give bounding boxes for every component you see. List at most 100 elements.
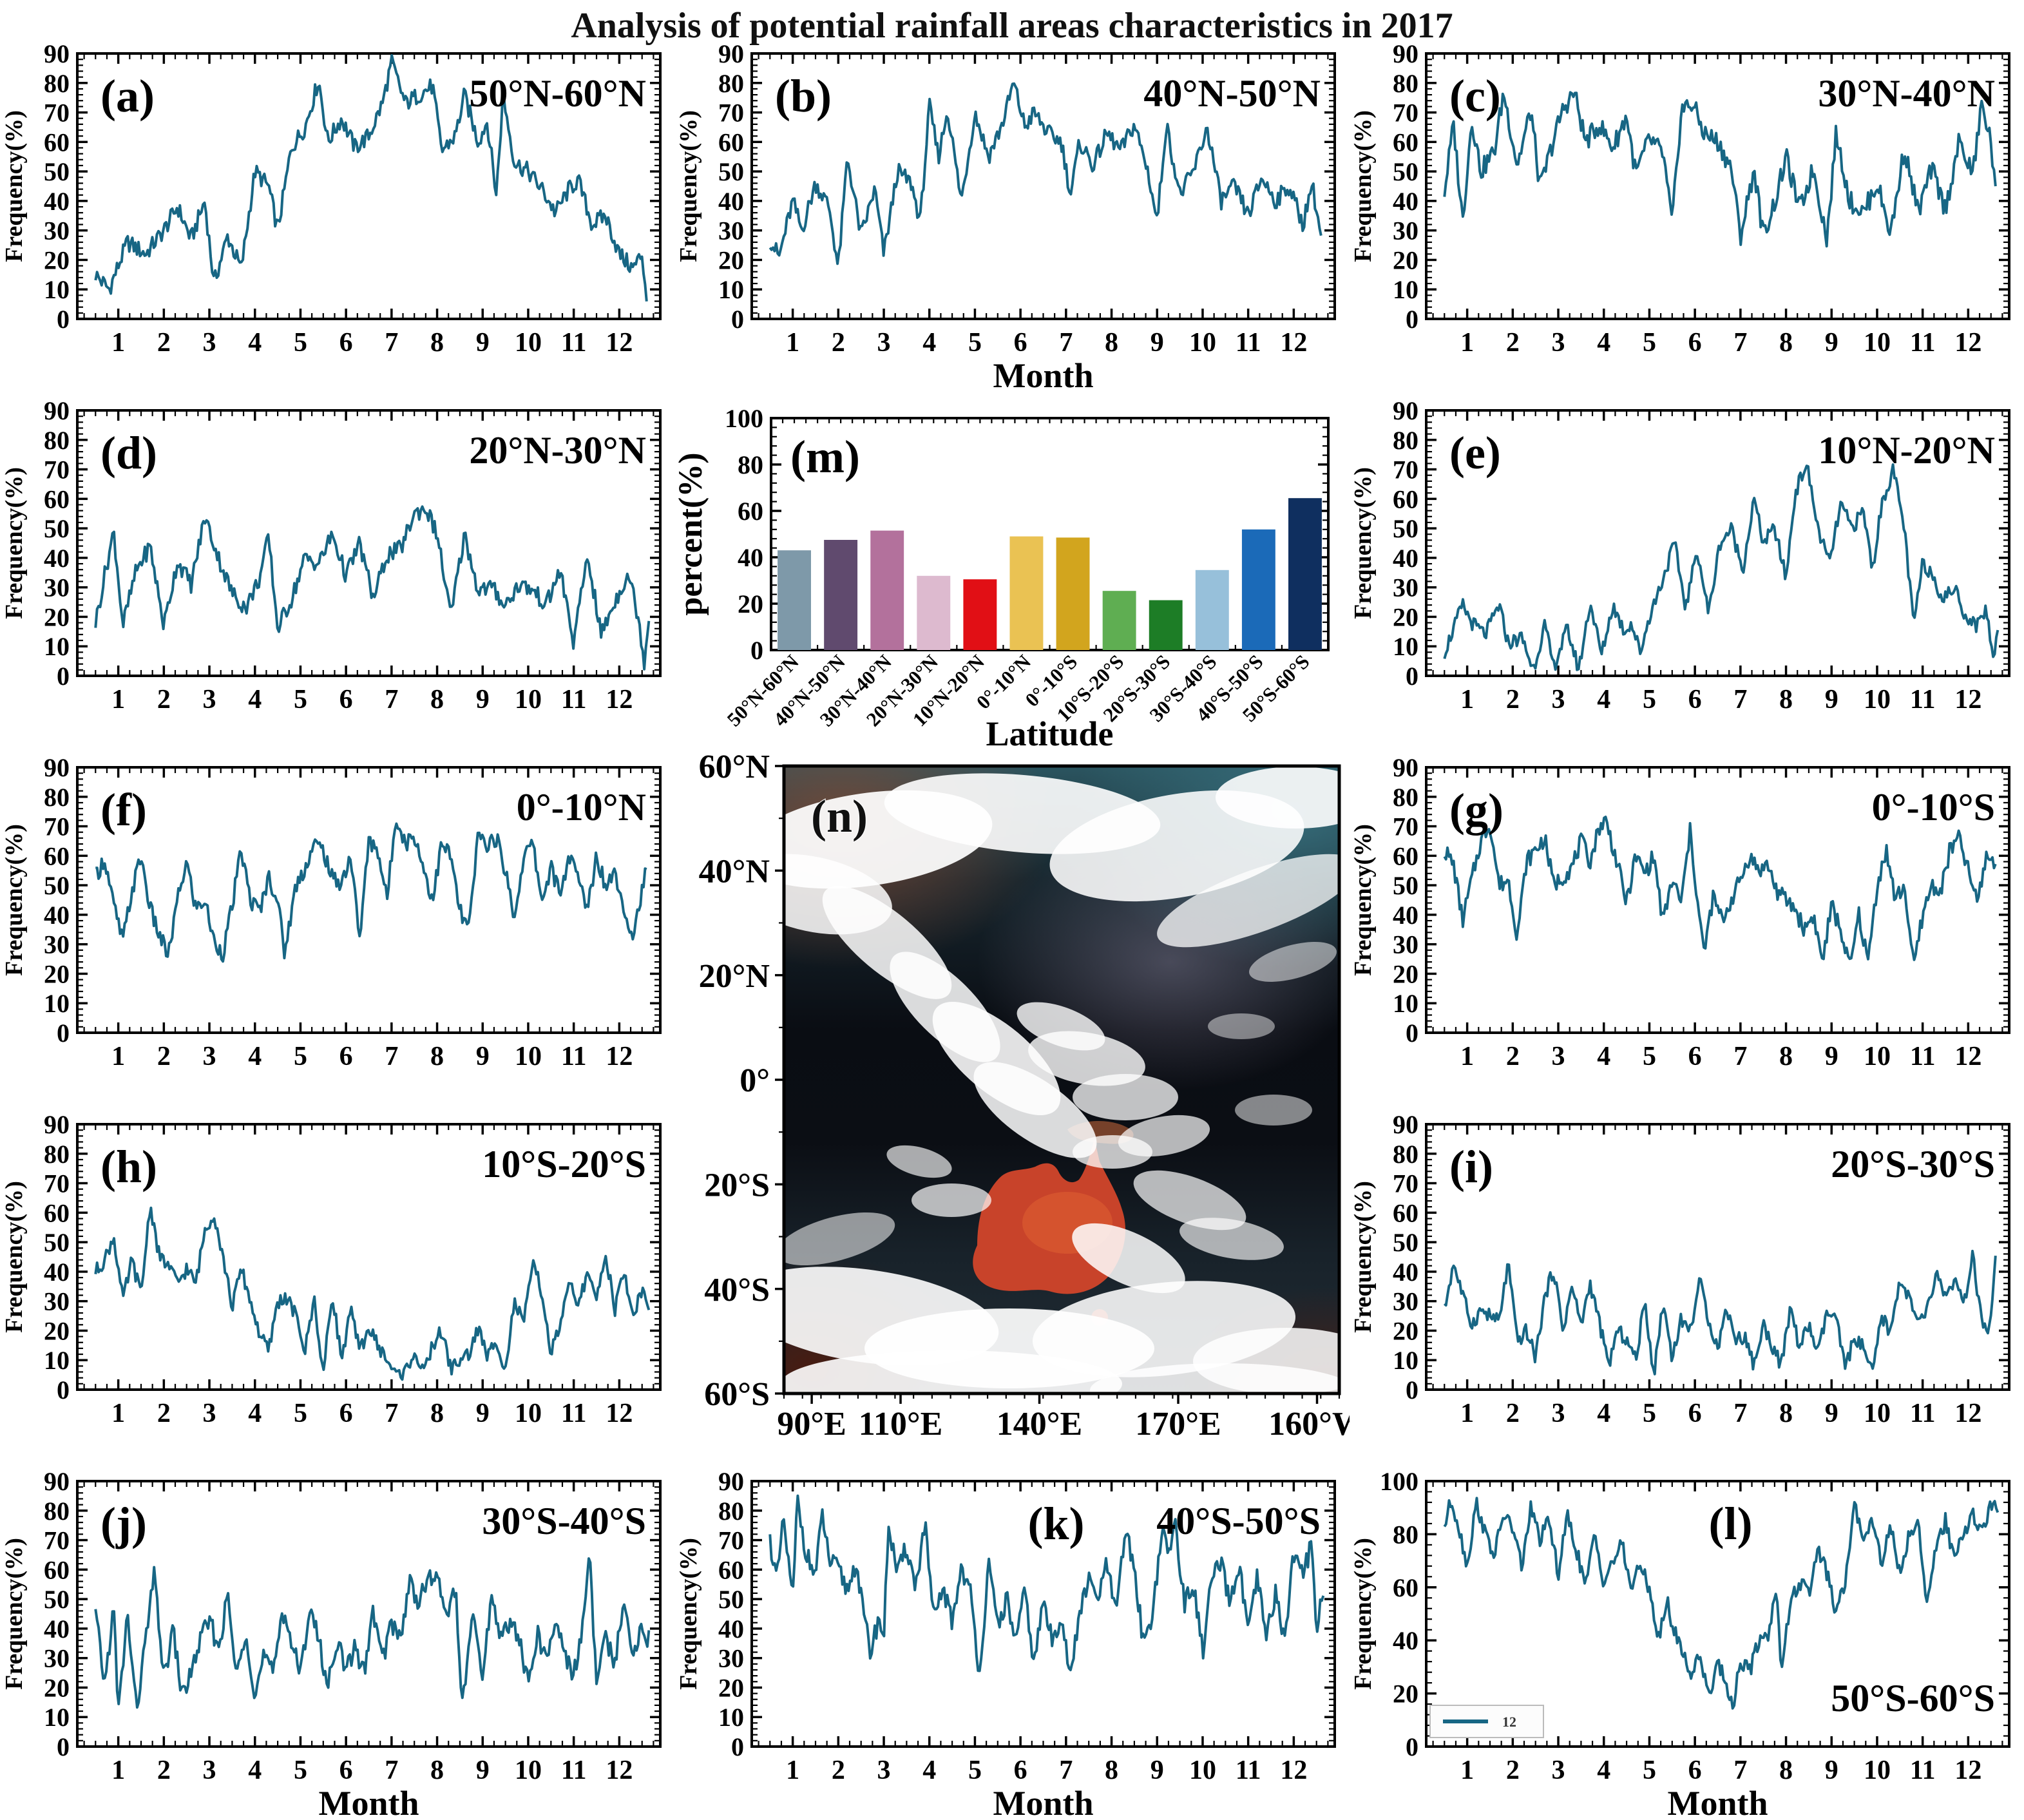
x-tick-label: 1 bbox=[1460, 685, 1474, 714]
frequency-line bbox=[1443, 816, 1997, 961]
panel-k-line-chart: 0 10 20 30 40 50 60 70 80 90 1 2 3 4 5 6 7 8 9 10 11 12 (k) 40°… bbox=[674, 1463, 1350, 1820]
x-tick-label: 4 bbox=[922, 328, 936, 358]
frequency-line bbox=[1443, 1497, 2000, 1710]
x-tick-label: 12 bbox=[1280, 1756, 1307, 1785]
y-tick-label: 70 bbox=[1393, 455, 1418, 484]
x-tick-label: 4 bbox=[1597, 328, 1610, 358]
y-tick-label: 60 bbox=[44, 1198, 70, 1227]
panel-e-line-chart: 0 10 20 30 40 50 60 70 80 90 1 2 3 4 5 6 7 8 9 10 11 12 (e) 10°… bbox=[1349, 392, 2024, 749]
x-tick-label: 9 bbox=[1825, 1042, 1838, 1071]
x-tick-label: 8 bbox=[1779, 685, 1793, 714]
y-tick-label: 90 bbox=[44, 39, 70, 68]
panel-f-line-chart: 0 10 20 30 40 50 60 70 80 90 1 2 3 4 5 6 7 8 9 10 11 12 (f) 0°-… bbox=[0, 749, 675, 1106]
x-tick-label: 6 bbox=[1688, 1042, 1702, 1071]
x-tick-label: 8 bbox=[1105, 1756, 1118, 1785]
x-tick-label: 1 bbox=[786, 328, 799, 358]
y-tick-label: 80 bbox=[1393, 426, 1418, 455]
lat-tick-label: 60°S bbox=[704, 1376, 770, 1413]
x-axis-title: Month bbox=[993, 356, 1093, 392]
x-tick-label: 6 bbox=[339, 1399, 353, 1428]
panel-letter: (f) bbox=[100, 784, 147, 836]
y-axis-title: Frequency(%) bbox=[1, 110, 28, 262]
x-tick-label: 1 bbox=[111, 685, 125, 714]
y-tick-label: 80 bbox=[1393, 69, 1418, 98]
y-tick-label: 60 bbox=[44, 484, 70, 513]
x-tick-label: 11 bbox=[561, 1756, 587, 1785]
lon-tick-label: 90°E bbox=[777, 1406, 846, 1442]
x-tick-label: 5 bbox=[294, 685, 307, 714]
y-tick-label: 50 bbox=[44, 514, 70, 543]
x-tick-label: 8 bbox=[430, 1399, 444, 1428]
x-tick-label: 7 bbox=[385, 1042, 398, 1071]
y-tick-label: 30 bbox=[44, 573, 70, 602]
lat-tick-label: 20°N bbox=[699, 958, 770, 995]
bar-50°S-60°S bbox=[1288, 498, 1322, 650]
y-axis-title: Frequency(%) bbox=[675, 110, 702, 262]
frequency-line bbox=[1443, 91, 1997, 248]
panel-letter: (h) bbox=[100, 1141, 157, 1193]
panel-a-line-chart: 0 10 20 30 40 50 60 70 80 90 1 2 3 4 5 6 7 8 9 10 11 12 (a) 50°… bbox=[0, 35, 675, 392]
x-tick-label: 3 bbox=[203, 1042, 216, 1071]
y-tick-label: 70 bbox=[1393, 99, 1418, 128]
x-tick-label: 10 bbox=[1189, 328, 1216, 358]
y-axis: 0 20 40 60 80 100 bbox=[725, 404, 1328, 665]
y-tick-label: 80 bbox=[738, 450, 763, 479]
x-tick-label: 9 bbox=[1825, 1399, 1838, 1428]
x-axis: 1 2 3 4 5 6 7 8 9 10 11 12 bbox=[83, 53, 654, 358]
x-tick-label: 6 bbox=[1688, 328, 1702, 358]
y-tick-label: 0 bbox=[731, 1732, 744, 1761]
x-tick-label: 10 bbox=[515, 328, 542, 358]
x-tick-label: 9 bbox=[1825, 328, 1838, 358]
y-tick-label: 20 bbox=[718, 1673, 744, 1702]
panel-b-line-chart: 0 10 20 30 40 50 60 70 80 90 1 2 3 4 5 6 7 8 9 10 11 12 (b) 40°… bbox=[674, 35, 1350, 392]
x-tick-label: 12 bbox=[1280, 328, 1307, 358]
frequency-line bbox=[94, 53, 648, 302]
latitude-band-label: 10°S-20°S bbox=[482, 1143, 646, 1185]
y-tick-label: 0 bbox=[1406, 1732, 1418, 1761]
frequency-line bbox=[769, 1494, 1325, 1672]
y-tick-label: 50 bbox=[718, 1585, 744, 1614]
y-tick-label: 90 bbox=[44, 1467, 70, 1496]
panel-letter: (b) bbox=[775, 70, 832, 122]
x-tick-label: 11 bbox=[1236, 1756, 1261, 1785]
x-tick-label: 11 bbox=[1236, 328, 1261, 358]
y-tick-label: 20 bbox=[44, 245, 70, 274]
y-tick-label: 90 bbox=[44, 1110, 70, 1139]
x-tick-label: 1 bbox=[111, 1756, 125, 1785]
latitude-band-label: 40°S-50°S bbox=[1156, 1500, 1321, 1542]
y-tick-label: 70 bbox=[44, 99, 70, 128]
y-tick-label: 50 bbox=[1393, 1228, 1418, 1257]
x-tick-label: 4 bbox=[1597, 1042, 1610, 1071]
panel-c-line-chart: 0 10 20 30 40 50 60 70 80 90 1 2 3 4 5 6 7 8 9 10 11 12 (c) 30°… bbox=[1349, 35, 2024, 392]
x-tick-label: 8 bbox=[430, 1042, 444, 1071]
bar-20°N-30°N bbox=[917, 575, 951, 650]
x-tick-label: 4 bbox=[1597, 685, 1610, 714]
panel-letter: (e) bbox=[1449, 427, 1501, 479]
x-tick-label: 3 bbox=[877, 328, 891, 358]
latitude-band-label: 50°S-60°S bbox=[1831, 1677, 1995, 1719]
x-tick-label: 3 bbox=[203, 328, 216, 358]
x-tick-label: 3 bbox=[1552, 1756, 1565, 1785]
y-axis-title: Frequency(%) bbox=[1, 824, 28, 976]
y-tick-label: 20 bbox=[1393, 245, 1418, 274]
x-tick-label: 12 bbox=[606, 1042, 633, 1071]
y-tick-label: 30 bbox=[718, 1644, 744, 1673]
bar-30°N-40°N bbox=[870, 530, 904, 650]
x-tick-label: 11 bbox=[1910, 328, 1936, 358]
frequency-line bbox=[94, 1206, 651, 1381]
y-tick-label: 40 bbox=[44, 544, 70, 573]
y-tick-label: 100 bbox=[1380, 1467, 1418, 1496]
x-tick-label: 2 bbox=[1506, 685, 1520, 714]
x-tick-label: 5 bbox=[968, 1756, 982, 1785]
bar-10°N-20°N bbox=[963, 579, 997, 650]
x-tick-label: 3 bbox=[203, 1756, 216, 1785]
x-tick-label: 8 bbox=[430, 1756, 444, 1785]
panel-h-line-chart: 0 10 20 30 40 50 60 70 80 90 1 2 3 4 5 6 7 8 9 10 11 12 (h) 10°… bbox=[0, 1106, 675, 1463]
x-tick-label: 11 bbox=[561, 1042, 587, 1071]
